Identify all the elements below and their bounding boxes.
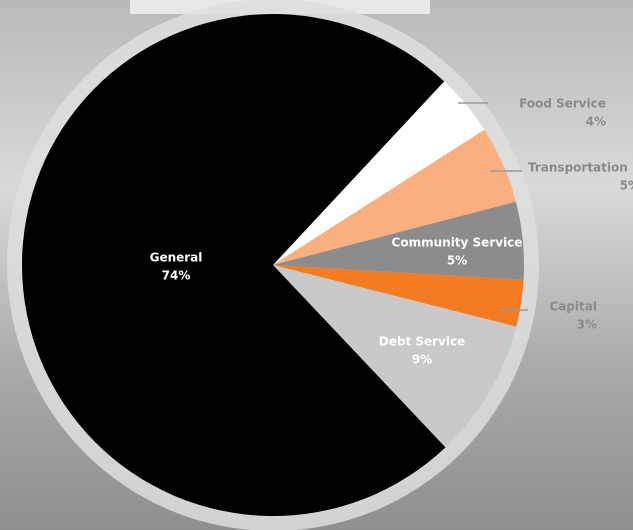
- value-label: 5%: [620, 179, 633, 193]
- value-label: 5%: [447, 254, 467, 268]
- pie-slice: [273, 265, 517, 448]
- pie-slice: [22, 13, 446, 516]
- value-label: 74%: [162, 269, 191, 283]
- value-label: 9%: [412, 353, 432, 367]
- labels: Food Service 4% Transportation 5% Community …: [150, 97, 633, 367]
- slice-label: Community Service: [392, 236, 523, 250]
- value-label: 4%: [586, 115, 606, 129]
- pie-slice: [273, 81, 485, 265]
- slice-label: Transportation: [528, 161, 628, 175]
- slice-label: Capital: [549, 300, 597, 314]
- pie-slice: [273, 201, 524, 280]
- slice-label: Food Service: [519, 97, 606, 111]
- pie: [22, 13, 524, 516]
- pie-slice: [273, 129, 516, 265]
- value-label: 3%: [577, 318, 597, 332]
- pie-slice: [273, 265, 524, 327]
- slice-label: General: [150, 251, 203, 265]
- slice-label: Debt Service: [379, 335, 466, 349]
